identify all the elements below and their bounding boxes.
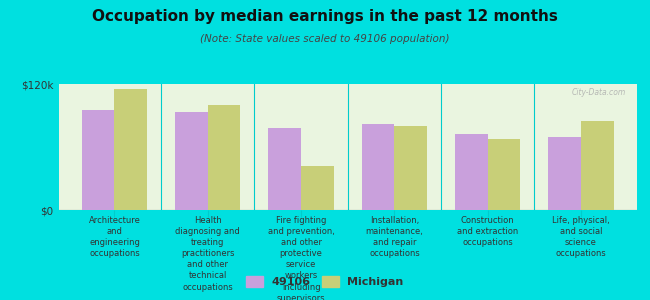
Bar xyxy=(549,136,581,210)
Text: Construction
and extraction
occupations: Construction and extraction occupations xyxy=(457,216,518,247)
Legend: 49106, Michigan: 49106, Michigan xyxy=(242,271,408,291)
Bar xyxy=(114,89,147,210)
Bar xyxy=(82,110,114,210)
Text: Health
diagnosing and
treating
practitioners
and other
technical
occupations: Health diagnosing and treating practitio… xyxy=(176,216,240,292)
Bar xyxy=(581,121,614,210)
Text: Life, physical,
and social
science
occupations: Life, physical, and social science occup… xyxy=(552,216,610,258)
Bar xyxy=(175,112,208,210)
Text: Installation,
maintenance,
and repair
occupations: Installation, maintenance, and repair oc… xyxy=(365,216,423,258)
Bar xyxy=(488,139,521,210)
Text: (Note: State values scaled to 49106 population): (Note: State values scaled to 49106 popu… xyxy=(200,34,450,44)
Bar xyxy=(395,126,427,210)
Text: City-Data.com: City-Data.com xyxy=(571,88,625,97)
Bar xyxy=(268,128,301,210)
Bar xyxy=(362,124,395,210)
Text: Occupation by median earnings in the past 12 months: Occupation by median earnings in the pas… xyxy=(92,9,558,24)
Text: Architecture
and
engineering
occupations: Architecture and engineering occupations xyxy=(88,216,140,258)
Text: Fire fighting
and prevention,
and other
protective
service
workers
including
sup: Fire fighting and prevention, and other … xyxy=(268,216,335,300)
Bar xyxy=(455,134,488,210)
Bar xyxy=(208,105,240,210)
Bar xyxy=(301,166,333,210)
